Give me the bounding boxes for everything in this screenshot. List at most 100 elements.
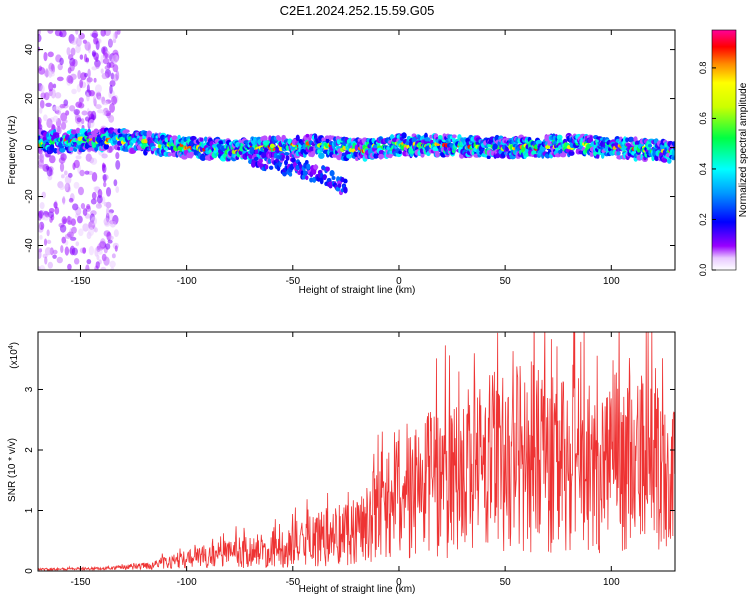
- spectrogram-speckle: [91, 171, 98, 182]
- spectrogram-speckle: [61, 119, 68, 124]
- spectrogram-speckle: [69, 245, 76, 256]
- spectrogram-speckle: [81, 110, 88, 116]
- bottom-ylabel: SNR (10 * v/v): [7, 438, 18, 502]
- y-multiplier-exp: 4: [8, 345, 15, 349]
- spectrogram-speckle: [79, 79, 84, 89]
- spectrogram-speckle: [85, 264, 90, 270]
- bottom-xlabel: Height of straight line (km): [299, 584, 416, 595]
- spectrogram-speckle: [112, 54, 119, 64]
- spectrogram-branch-cell: [302, 170, 308, 176]
- spectrogram-speckle: [38, 34, 42, 43]
- spectrogram-speckle: [84, 72, 88, 78]
- spectrogram-speckle: [93, 77, 97, 83]
- top-xtick-label: -150: [70, 276, 90, 287]
- spectrogram-speckle: [90, 198, 97, 205]
- spectrogram-cell: [55, 134, 60, 138]
- spectrogram-speckle: [115, 152, 120, 160]
- spectrogram-cell: [203, 136, 208, 143]
- spectrogram-speckle: [61, 236, 67, 244]
- spectrogram-speckle: [56, 76, 64, 82]
- spectrogram-speckle: [95, 62, 100, 69]
- spectrogram-branch-cell: [284, 159, 288, 166]
- spectrogram-cell: [600, 152, 605, 159]
- spectrogram-speckle: [43, 114, 48, 122]
- spectrogram-speckle: [101, 72, 108, 80]
- spectrogram-cell: [354, 144, 358, 152]
- spectrogram-branch-cell: [304, 159, 309, 165]
- spectrogram-speckle: [43, 92, 50, 101]
- spectrogram-branch-cell: [261, 152, 267, 159]
- spectrogram-speckle: [90, 157, 98, 165]
- spectrogram-speckle: [112, 64, 119, 73]
- spectrogram-speckle: [85, 57, 90, 63]
- spectrogram-cell: [451, 134, 457, 139]
- spectrogram-cell: [672, 155, 675, 160]
- spectrogram-speckle: [53, 201, 58, 209]
- spectrogram-speckle: [109, 220, 116, 228]
- spectrogram-speckle: [56, 109, 62, 115]
- spectrogram-speckle: [44, 256, 48, 265]
- spectrogram-speckle: [46, 239, 52, 245]
- spectrogram-speckle: [73, 159, 80, 169]
- spectrogram-speckle: [62, 195, 66, 205]
- spectrogram-cell: [93, 128, 99, 134]
- spectrogram-speckle: [47, 51, 54, 58]
- spectrogram-branch-cell: [264, 164, 269, 170]
- spectrogram-speckle: [70, 47, 76, 56]
- spectrogram-speckle: [86, 77, 93, 83]
- spectrogram-cell: [401, 132, 407, 139]
- bottom-xtick-label: -50: [286, 577, 301, 588]
- spectrogram-speckle: [77, 215, 83, 224]
- spectrogram-speckle: [50, 88, 56, 99]
- top-ytick-label: -40: [24, 238, 35, 253]
- colorbar-tick-label: 0.4: [698, 163, 708, 176]
- spectrogram-speckle: [48, 208, 55, 213]
- top-ytick-label: 20: [24, 93, 35, 105]
- spectrogram-branch-cell: [321, 165, 326, 170]
- y-multiplier-base: (x10: [9, 349, 20, 369]
- spectrogram-speckle: [64, 246, 70, 256]
- spectrogram-speckle: [103, 181, 107, 188]
- spectrogram-speckle: [113, 179, 118, 187]
- spectrogram-cell: [437, 134, 443, 140]
- bottom-xtick-label: 100: [603, 577, 620, 588]
- spectrogram-branch-cell: [285, 155, 290, 161]
- spectrogram-speckle: [59, 224, 67, 233]
- spectrogram-speckle: [47, 68, 53, 78]
- spectrogram-speckle: [108, 114, 115, 123]
- spectrogram-speckle: [61, 216, 68, 225]
- spectrogram-speckle: [92, 95, 97, 105]
- svg-text:(x104): (x104): [8, 342, 20, 369]
- spectrogram-speckle: [52, 254, 57, 259]
- spectrogram-cell: [616, 151, 621, 156]
- snr-series-line: [38, 332, 675, 571]
- spectrogram-speckle: [79, 54, 84, 60]
- spectrogram-cell: [318, 152, 325, 159]
- spectrogram-speckle: [88, 245, 95, 256]
- spectrogram-speckle: [86, 258, 92, 265]
- spectrogram-speckle: [59, 103, 66, 109]
- spectrogram-speckle: [38, 250, 42, 259]
- spectrogram-speckle: [38, 116, 42, 125]
- spectrogram-branch-cell: [258, 158, 263, 164]
- spectrogram-branch-cell: [343, 186, 348, 194]
- spectrogram-speckle: [94, 227, 98, 233]
- spectrogram-cell: [544, 154, 550, 159]
- spectrogram-speckle: [103, 256, 110, 266]
- spectrogram-speckle: [73, 181, 80, 189]
- spectrogram-cell: [199, 154, 207, 161]
- spectrogram-speckle: [109, 84, 113, 95]
- spectrogram-branch-cell: [268, 165, 274, 170]
- spectrogram-speckle: [115, 70, 120, 81]
- spectrogram-speckle: [38, 67, 46, 75]
- spectrogram-speckle: [114, 245, 118, 252]
- spectrogram-speckle: [61, 174, 65, 179]
- spectrogram-speckle: [52, 106, 60, 112]
- spectrogram-speckle: [57, 126, 62, 135]
- colorbar-tick-label: 0.8: [698, 62, 708, 75]
- spectrogram-cell: [69, 146, 74, 152]
- top-xtick-label: 50: [500, 276, 512, 287]
- spectrogram-speckle: [95, 261, 100, 269]
- spectrogram-speckle: [69, 61, 75, 72]
